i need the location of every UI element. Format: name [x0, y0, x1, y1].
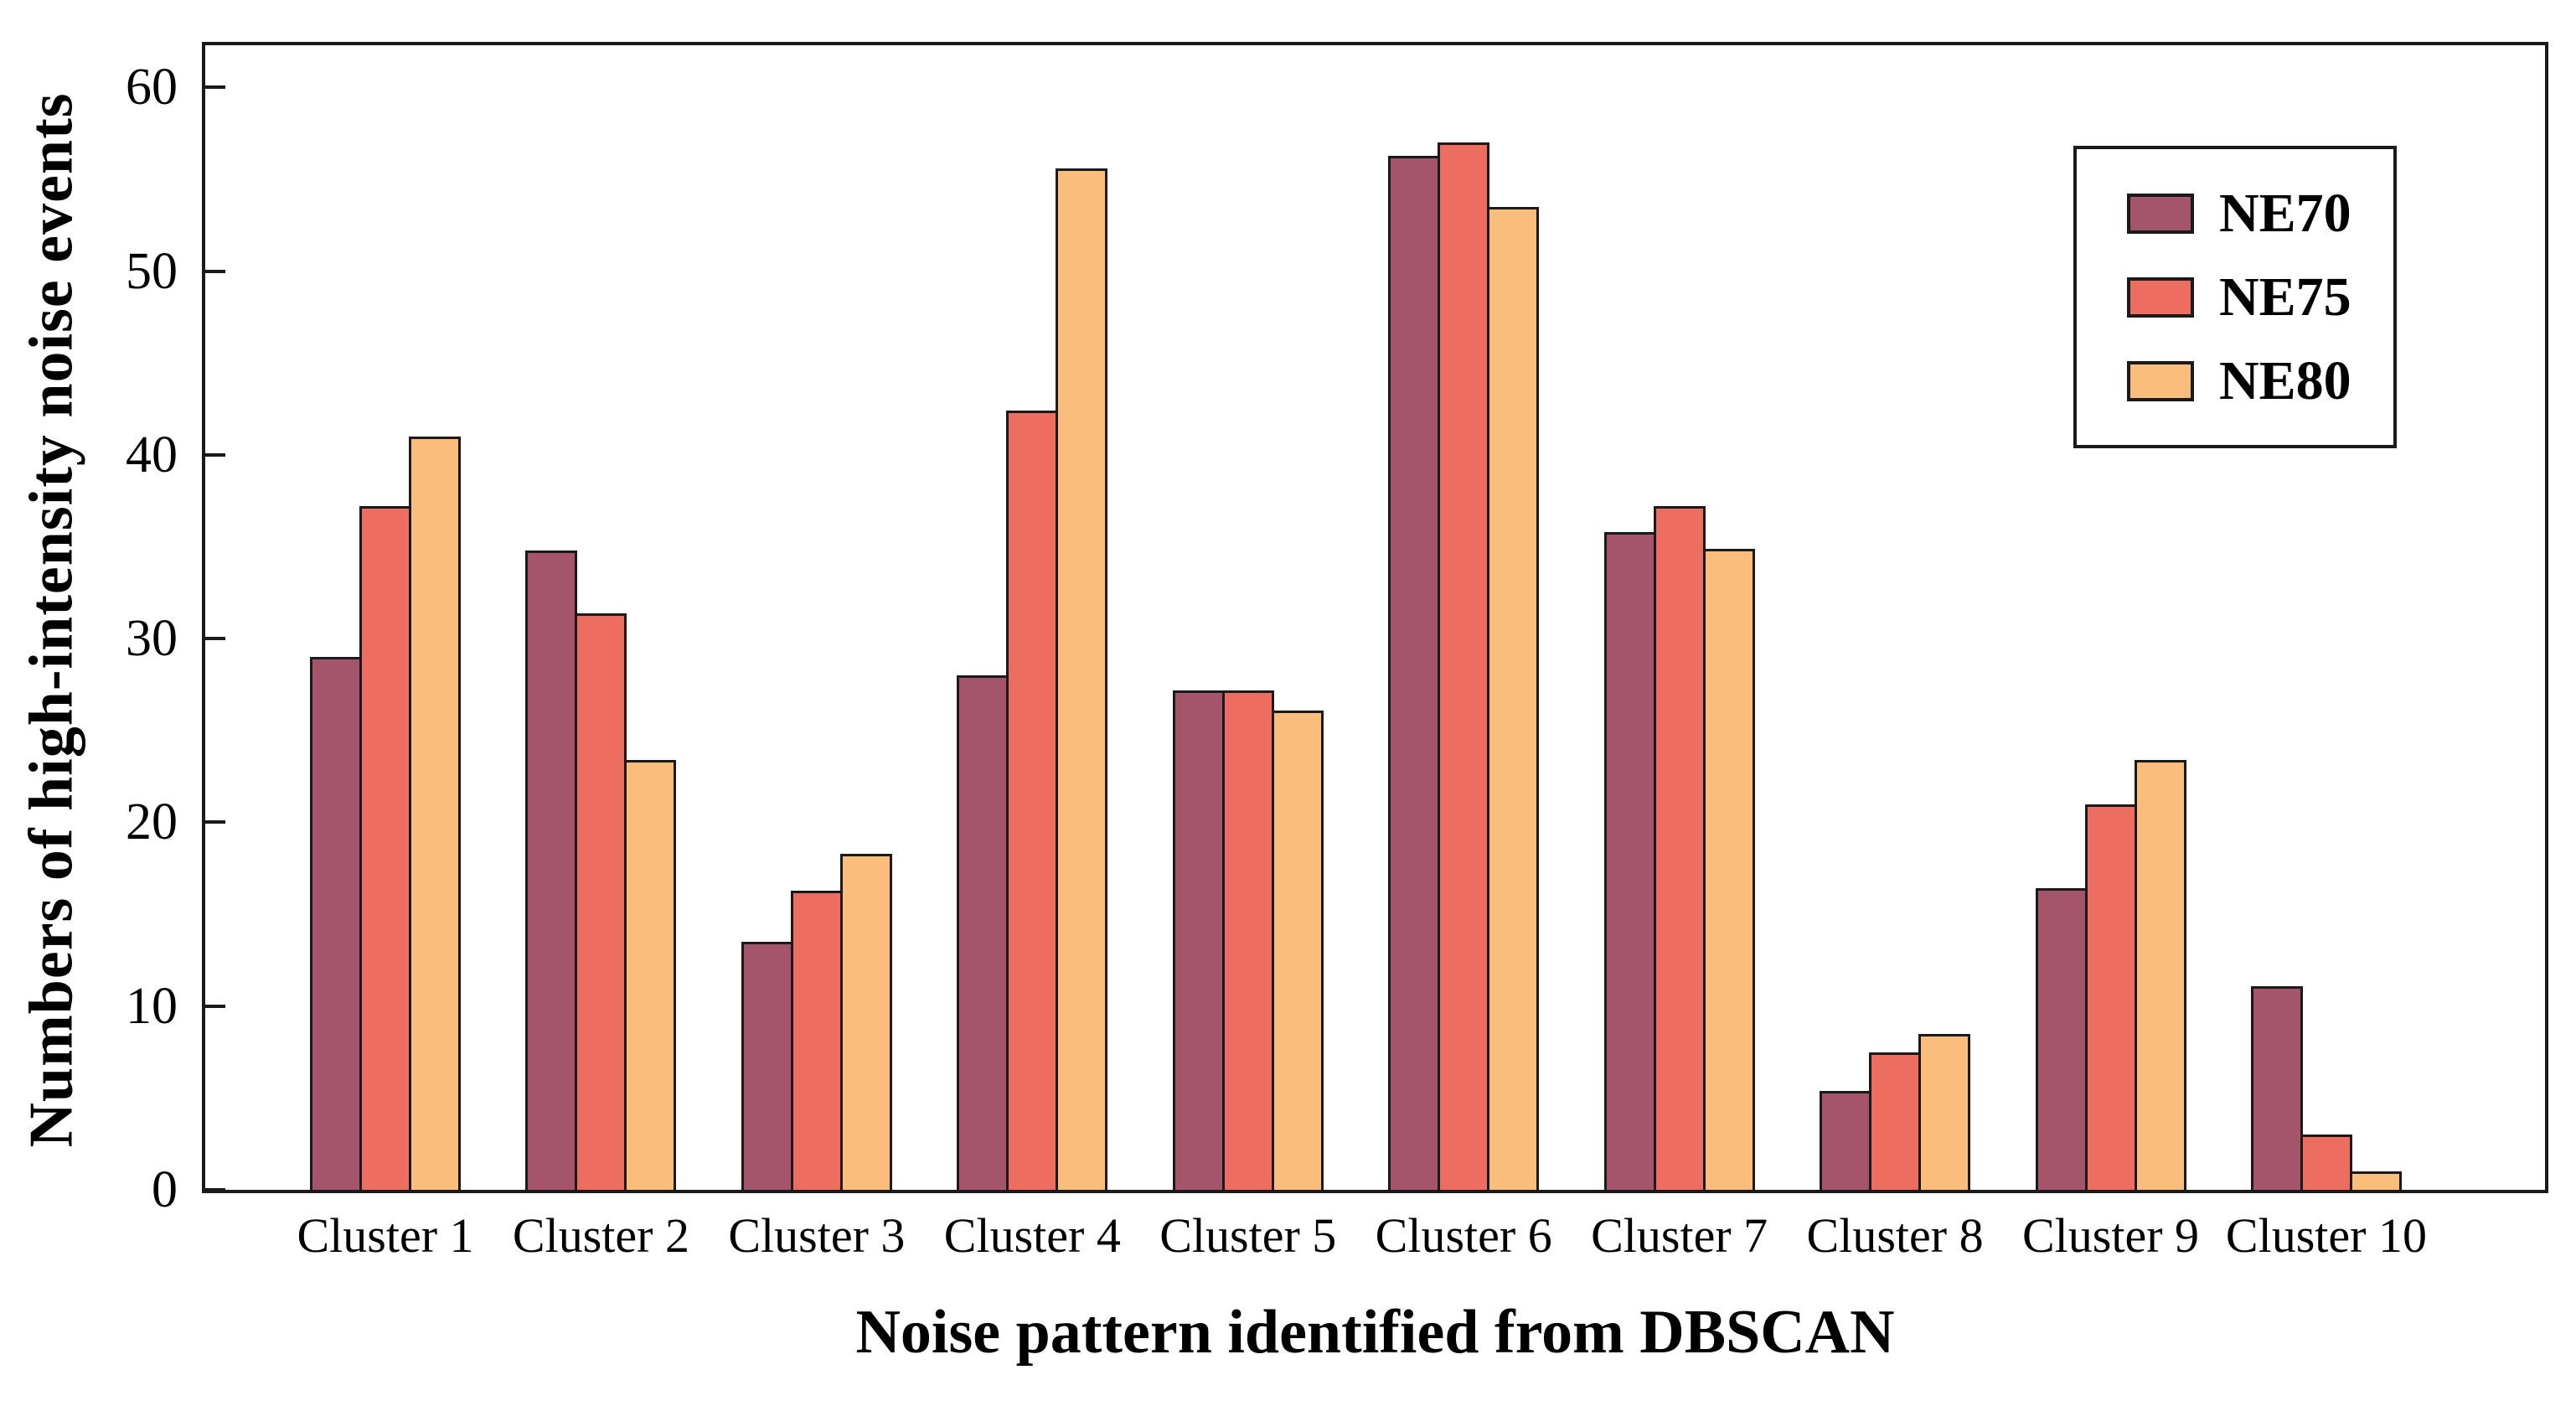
bar-ne80-cluster-2	[624, 760, 677, 1190]
legend-label-ne80: NE80	[2219, 349, 2351, 411]
legend-label-ne70: NE70	[2219, 182, 2351, 244]
legend-entry-ne70: NE70	[2127, 182, 2393, 244]
bar-group-cluster-8	[1820, 1034, 1971, 1190]
bar-group-cluster-2	[525, 551, 677, 1190]
bar-ne80-cluster-3	[839, 854, 892, 1190]
x-tick-label-cluster-10: Cluster 10	[2225, 1208, 2427, 1263]
bar-ne80-cluster-4	[1056, 168, 1108, 1190]
bar-group-cluster-1	[310, 437, 461, 1190]
bar-group-cluster-5	[1172, 690, 1324, 1190]
bar-group-cluster-3	[741, 854, 892, 1190]
x-tick-label-cluster-9: Cluster 9	[2021, 1208, 2200, 1263]
bar-ne70-cluster-9	[2035, 888, 2088, 1190]
bar-ne75-cluster-4	[1006, 411, 1059, 1190]
bar-ne80-cluster-10	[2349, 1171, 2402, 1190]
bar-ne75-cluster-10	[2300, 1135, 2352, 1190]
y-tick-label-50: 50	[126, 242, 178, 300]
legend-swatch-ne70	[2127, 193, 2194, 234]
bar-group-cluster-10	[2250, 986, 2402, 1190]
bar-ne70-cluster-6	[1388, 156, 1441, 1190]
bar-ne70-cluster-7	[1603, 532, 1656, 1190]
bar-ne70-cluster-3	[741, 942, 793, 1190]
y-tick-mark-10	[205, 1004, 225, 1008]
y-tick-mark-20	[205, 820, 225, 824]
legend-swatch-ne80	[2127, 360, 2194, 401]
bar-ne80-cluster-8	[1918, 1034, 1971, 1190]
bar-ne75-cluster-2	[575, 613, 627, 1190]
x-tick-label-cluster-1: Cluster 1	[297, 1208, 474, 1263]
y-tick-mark-0	[205, 1188, 225, 1191]
bar-ne70-cluster-2	[525, 551, 578, 1190]
y-tick-label-20: 20	[126, 793, 178, 851]
x-tick-labels: Cluster 1 Cluster 2 Cluster 3 Cluster 4 Clus…	[297, 1208, 2427, 1263]
y-tick-label-30: 30	[126, 610, 178, 668]
y-tick-mark-50	[205, 269, 225, 273]
bar-ne80-cluster-1	[409, 437, 461, 1190]
x-tick-label-cluster-5: Cluster 5	[1159, 1208, 1337, 1263]
bar-group-cluster-4	[957, 168, 1108, 1190]
legend: NE70 NE75 NE80	[2073, 146, 2397, 448]
plot-area: NE70 NE75 NE80	[202, 42, 2548, 1193]
legend-entry-ne75: NE75	[2127, 266, 2393, 328]
bar-ne75-cluster-8	[1869, 1052, 1922, 1190]
x-tick-label-cluster-2: Cluster 2	[512, 1208, 689, 1263]
bar-group-cluster-6	[1388, 142, 1540, 1190]
bar-ne75-cluster-6	[1438, 142, 1490, 1190]
bar-group-cluster-7	[1603, 506, 1755, 1190]
x-tick-label-cluster-8: Cluster 8	[1806, 1208, 1984, 1263]
y-tick-mark-60	[205, 85, 225, 90]
bar-ne75-cluster-9	[2084, 804, 2137, 1190]
bar-ne70-cluster-4	[957, 675, 1009, 1190]
y-tick-mark-40	[205, 452, 225, 457]
bar-ne70-cluster-8	[1820, 1091, 1872, 1190]
bar-ne70-cluster-10	[2250, 986, 2303, 1190]
y-tick-label-40: 40	[126, 426, 178, 483]
bar-ne75-cluster-1	[359, 506, 411, 1190]
bar-group-cluster-9	[2035, 760, 2186, 1190]
x-axis-title: Noise pattern identified from DBSCAN	[855, 1298, 1895, 1367]
x-tick-label-cluster-7: Cluster 7	[1591, 1208, 1768, 1263]
y-tick-mark-30	[205, 637, 225, 641]
y-tick-label-0: 0	[152, 1161, 178, 1218]
y-tick-label-10: 10	[126, 977, 178, 1035]
x-tick-label-cluster-6: Cluster 6	[1375, 1208, 1552, 1263]
bar-ne80-cluster-9	[2134, 760, 2186, 1190]
legend-swatch-ne75	[2127, 277, 2194, 318]
bar-groups-container	[310, 45, 2402, 1190]
bar-ne80-cluster-6	[1487, 207, 1540, 1190]
legend-label-ne75: NE75	[2219, 266, 2351, 328]
y-tick-label-60: 60	[126, 59, 178, 116]
bar-ne75-cluster-3	[790, 891, 843, 1190]
x-tick-label-cluster-4: Cluster 4	[943, 1208, 1121, 1263]
bar-ne75-cluster-7	[1653, 506, 1706, 1190]
bar-ne80-cluster-7	[1702, 549, 1755, 1190]
bar-ne80-cluster-5	[1271, 711, 1324, 1190]
legend-entry-ne80: NE80	[2127, 349, 2393, 411]
bar-ne70-cluster-5	[1172, 690, 1225, 1190]
bar-ne70-cluster-1	[310, 657, 362, 1190]
x-tick-label-cluster-3: Cluster 3	[728, 1208, 906, 1263]
bar-ne75-cluster-5	[1221, 690, 1274, 1190]
